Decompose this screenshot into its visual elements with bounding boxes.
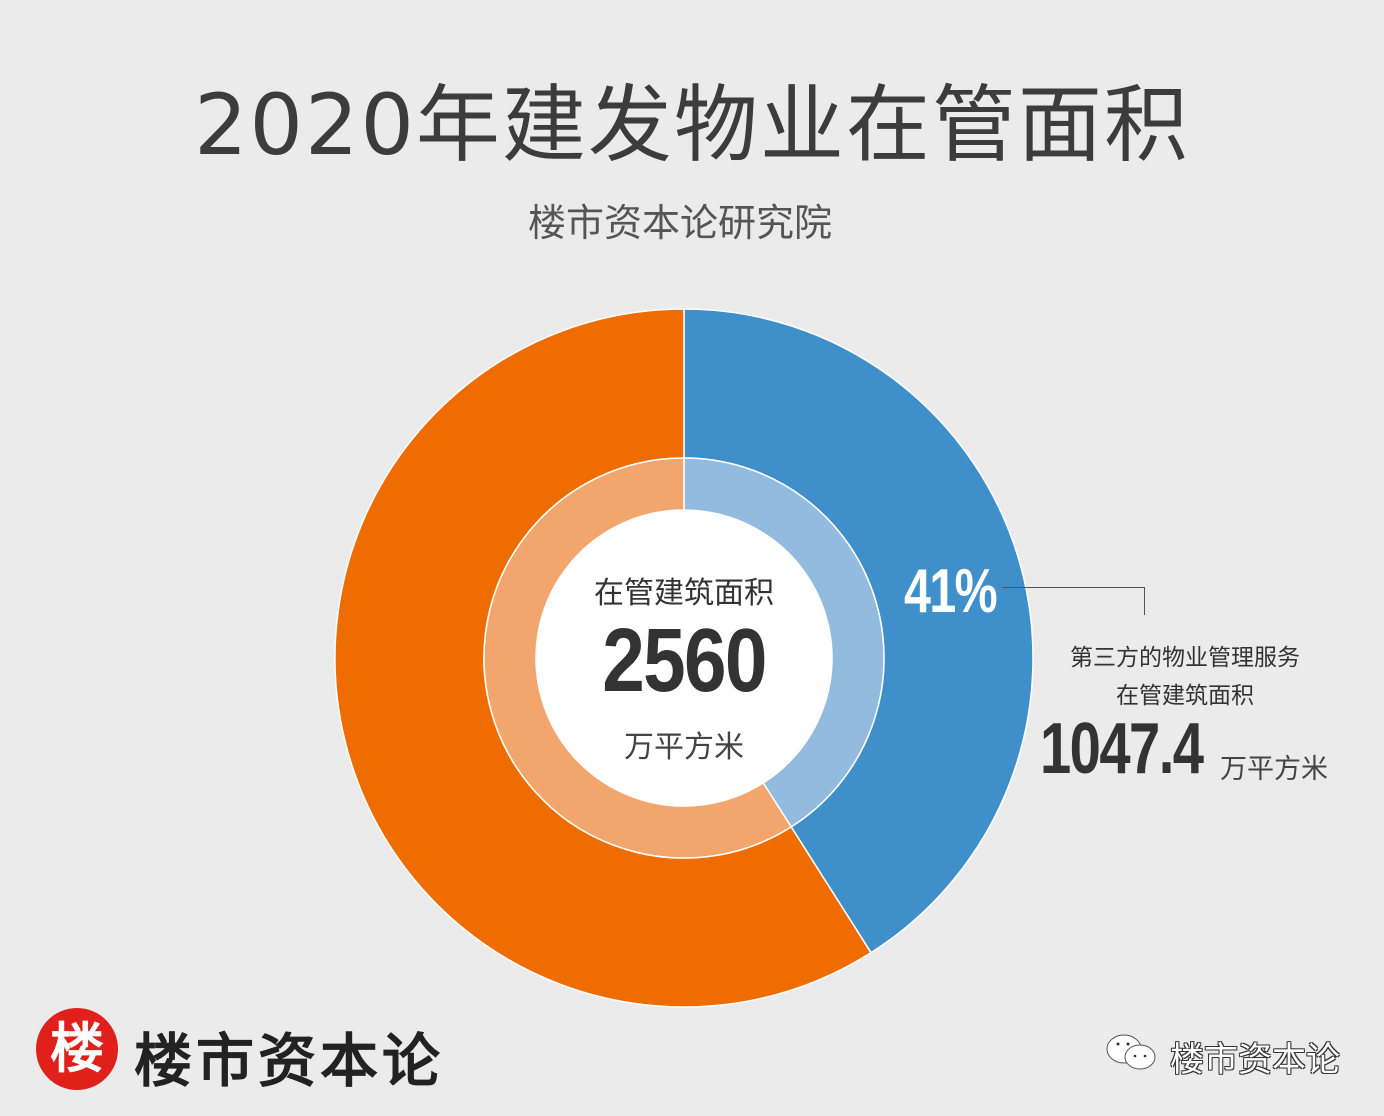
wechat-icon [1106,1034,1156,1070]
logo-badge: 楼 [36,1008,118,1090]
chart-subtitle: 楼市资本论研究院 [527,201,832,245]
annotation-value: 1047.4 [1040,709,1204,789]
annotation-unit: 万平方米 [1220,754,1328,785]
center-unit: 万平方米 [624,730,744,765]
center-label: 在管建筑面积 [594,576,774,611]
logo-text: 楼市资本论 [134,1027,445,1095]
center-value: 2560 [602,611,767,711]
leader-line [1002,587,1145,588]
donut-center [536,510,832,806]
leader-line [1144,587,1145,615]
watermark-text: 楼市资本论 [1170,1040,1340,1080]
chart-title: 2020年建发物业在管面积 [194,76,1190,174]
slice-percent-label: 41% [904,557,998,626]
annotation-line2: 在管建筑面积 [1116,683,1254,709]
annotation-line1: 第三方的物业管理服务 [1070,645,1300,671]
